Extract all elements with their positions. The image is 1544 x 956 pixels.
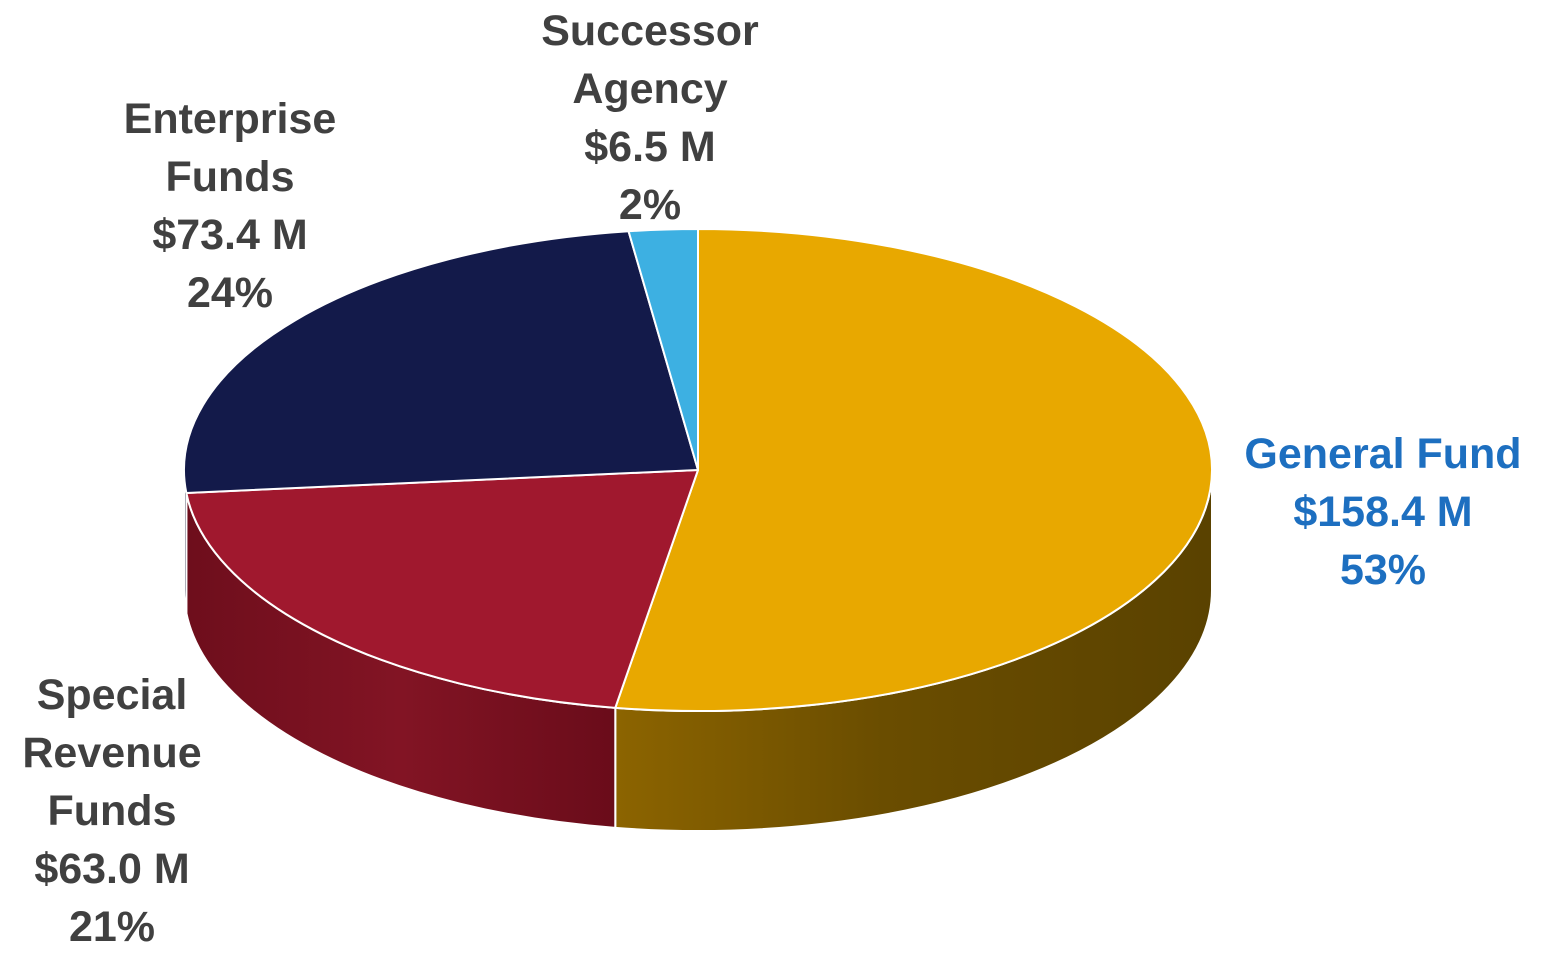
label-successor-agency: Successor Agency $6.5 M 2% xyxy=(520,2,780,234)
pie-slice-general-fund xyxy=(614,228,1213,712)
label-enterprise-funds: Enterprise Funds $73.4 M 24% xyxy=(100,90,360,322)
label-special-revenue-name: Special Revenue Funds xyxy=(22,671,202,835)
label-enterprise-funds-amount: $73.4 M xyxy=(152,211,308,259)
label-successor-agency-amount: $6.5 M xyxy=(584,123,716,171)
label-enterprise-funds-name: Enterprise Funds xyxy=(123,95,337,201)
label-general-fund: General Fund $158.4 M 53% xyxy=(1228,425,1538,599)
pie-slice-enterprise-funds xyxy=(183,230,699,494)
label-successor-agency-name: Successor Agency xyxy=(541,7,759,113)
label-special-revenue-percent: 21% xyxy=(68,903,156,951)
label-enterprise-funds-percent: 24% xyxy=(186,269,274,317)
label-special-revenue-amount: $63.0 M xyxy=(34,845,190,893)
pie-slice-special-revenue-funds xyxy=(185,469,699,709)
pie-slice-successor-agency xyxy=(627,228,699,471)
label-general-fund-percent: 53% xyxy=(1339,546,1427,594)
label-general-fund-name: General Fund xyxy=(1244,430,1522,478)
label-successor-agency-percent: 2% xyxy=(618,181,682,229)
label-special-revenue: Special Revenue Funds $63.0 M 21% xyxy=(2,666,222,956)
label-general-fund-amount: $158.4 M xyxy=(1293,488,1473,536)
pie-chart xyxy=(183,228,1213,832)
